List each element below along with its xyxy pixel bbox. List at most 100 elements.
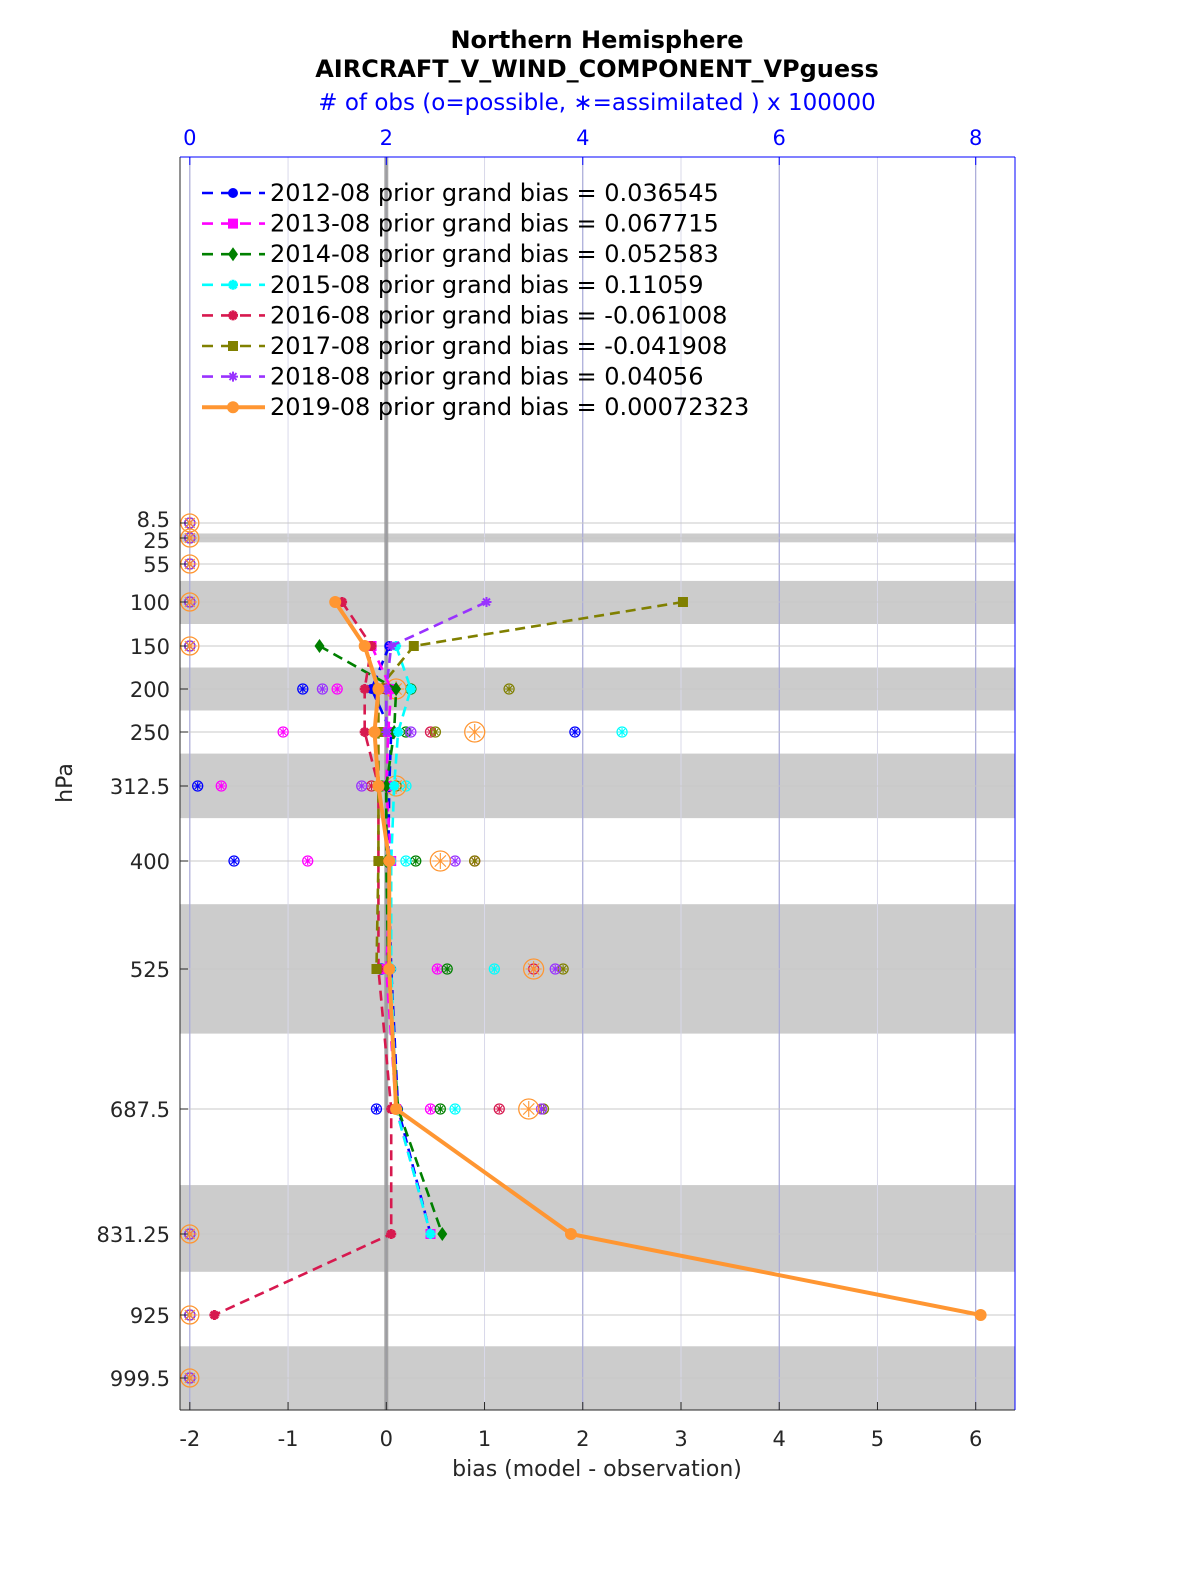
top-axis-label: # of obs (o=possible, ∗=assimilated ) x … — [318, 90, 876, 116]
x-tick-label: 6 — [969, 1427, 982, 1451]
top-tick-label: 8 — [969, 126, 982, 150]
y-tick-label: 312.5 — [110, 775, 170, 799]
obs-assimilated-marker — [333, 685, 342, 693]
obs-possible-marker — [449, 1103, 461, 1115]
legend-entry: 2012-08 prior grand bias = 0.036545 — [270, 179, 719, 207]
shaded-bands — [180, 533, 1015, 1410]
obs-assimilated-marker — [303, 857, 312, 865]
obs-assimilated-marker — [433, 965, 442, 973]
legend: 2012-08 prior grand bias = 0.036545 2013-… — [202, 179, 749, 421]
obs-assimilated-marker — [182, 1226, 198, 1242]
obs-possible-marker — [429, 850, 451, 872]
series-point — [228, 188, 238, 198]
legend-entry: 2013-08 prior grand bias = 0.067715 — [270, 210, 719, 238]
legend-entry: 2014-08 prior grand bias = 0.052583 — [270, 240, 719, 268]
y-tick-label: 8.5 — [137, 508, 170, 532]
series-point — [383, 855, 396, 867]
chart-subtitle: AIRCRAFT_V_WIND_COMPONENT_VPguess — [315, 55, 879, 83]
series-point — [228, 341, 238, 351]
series-line-group — [381, 597, 492, 737]
y-tick-label: 200 — [130, 678, 170, 702]
obs-assimilated-marker — [570, 728, 579, 736]
obs-possible-marker — [488, 963, 501, 975]
series-point — [209, 1310, 220, 1320]
series-point — [228, 247, 238, 262]
obs-assimilated-marker — [182, 1307, 198, 1323]
obs-assimilated-marker — [182, 515, 198, 531]
obs-assimilated-marker — [551, 965, 560, 973]
top-tick-label: 2 — [380, 126, 393, 150]
y-tick-label: 250 — [130, 721, 170, 745]
legend-entry: 2016-08 prior grand bias = -0.061008 — [270, 301, 727, 329]
obs-assimilated-marker — [367, 782, 376, 790]
series-point — [481, 597, 492, 607]
series-point — [359, 684, 370, 694]
obs-possible-marker — [215, 780, 227, 792]
obs-possible-marker — [405, 726, 417, 738]
obs-assimilated-marker — [505, 685, 514, 693]
obs-possible-marker — [522, 958, 545, 980]
obs-assimilated-marker — [279, 728, 288, 736]
top-tick-label: 4 — [576, 126, 589, 150]
obs-possible-marker — [370, 1103, 383, 1115]
x-tick-label: 1 — [478, 1427, 491, 1451]
obs-assimilated-marker — [182, 556, 198, 572]
obs-assimilated-marker — [618, 728, 627, 736]
obs-assimilated-marker — [298, 685, 307, 693]
obs-assimilated-marker — [466, 724, 483, 740]
x-tick-label: 5 — [871, 1427, 884, 1451]
obs-assimilated-marker — [432, 853, 449, 869]
series-point — [974, 1309, 987, 1321]
series-line — [389, 645, 432, 1235]
obs-assimilated-marker — [443, 965, 452, 973]
series-point — [228, 279, 238, 290]
obs-assimilated-marker — [470, 857, 479, 865]
series-point — [372, 683, 385, 695]
top-tick-label: 0 — [183, 126, 196, 150]
x-tick-label: -1 — [278, 1427, 299, 1451]
y-tick-label: 55 — [143, 553, 170, 577]
series-point — [437, 1227, 448, 1241]
obs-assimilated-marker — [401, 857, 410, 865]
series-point — [358, 640, 371, 652]
obs-assimilated-marker — [426, 1105, 435, 1113]
series-point — [228, 310, 238, 321]
y-tick-label: 687.5 — [110, 1098, 170, 1122]
y-tick-label: 25 — [143, 529, 170, 553]
series-point — [227, 401, 239, 414]
obs-possible-marker — [493, 1103, 505, 1115]
obs-possible-marker — [464, 721, 486, 743]
y-tick-label: 999.5 — [110, 1367, 170, 1391]
obs-assimilated-marker — [525, 961, 542, 977]
obs-possible-marker — [569, 726, 581, 738]
obs-assimilated-marker — [436, 1105, 445, 1113]
x-tick-label: 0 — [380, 1427, 393, 1451]
obs-assimilated-marker — [318, 685, 327, 693]
y-tick-label: 150 — [130, 635, 170, 659]
obs-assimilated-marker — [182, 594, 198, 610]
series-point — [372, 780, 385, 792]
series-point — [228, 218, 238, 229]
obs-possible-marker — [441, 963, 453, 975]
obs-assimilated-marker — [495, 1105, 504, 1113]
obs-possible-marker — [469, 855, 481, 867]
series-point — [337, 597, 348, 607]
series-line-group — [329, 596, 987, 1321]
series-point — [405, 684, 416, 694]
obs-assimilated-marker — [182, 1370, 198, 1386]
y-tick-label: 831.25 — [97, 1223, 170, 1247]
obs-assimilated-marker — [182, 530, 198, 546]
obs-possible-marker — [277, 726, 289, 738]
series-point — [381, 727, 392, 737]
legend-entry: 2015-08 prior grand bias = 0.11059 — [270, 271, 703, 299]
obs-possible-marker — [549, 963, 561, 975]
obs-assimilated-marker — [406, 728, 415, 736]
y-tick-label: 925 — [130, 1304, 170, 1328]
legend-entry: 2019-08 prior grand bias = 0.00072323 — [270, 393, 749, 421]
series-point — [389, 781, 400, 791]
x-tick-label: 3 — [674, 1427, 687, 1451]
plot-axes — [179, 156, 1016, 1411]
series-point — [386, 1229, 397, 1239]
